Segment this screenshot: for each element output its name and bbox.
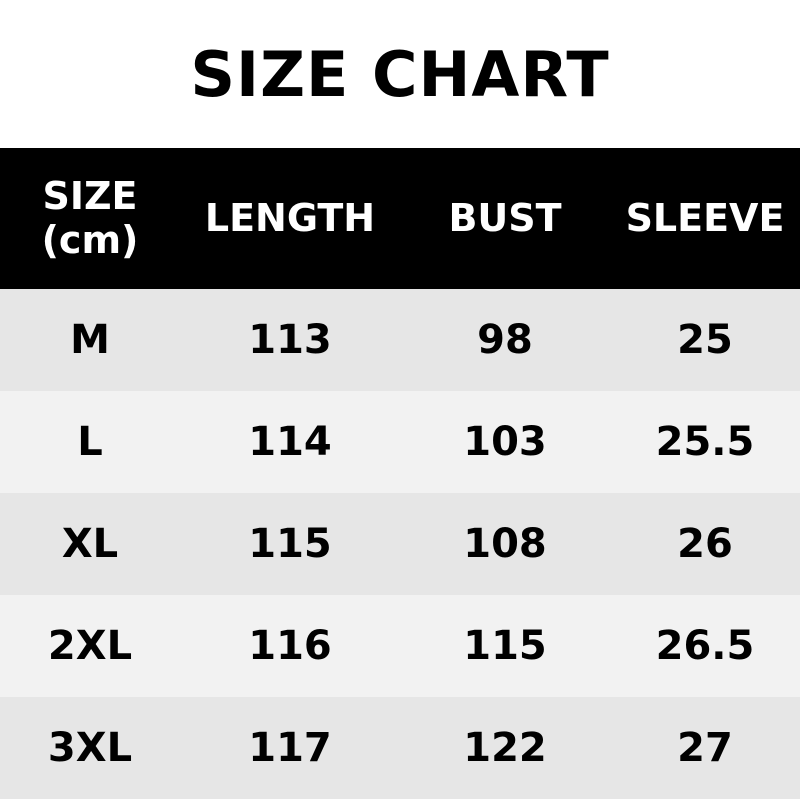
cell-bust: 103: [463, 419, 547, 465]
header-length: LENGTH: [204, 195, 376, 240]
cell-bust: 122: [463, 725, 547, 771]
cell-length: 115: [248, 521, 332, 567]
cell-length: 117: [248, 725, 332, 771]
header-size-label: SIZE: [42, 173, 138, 218]
page-title: SIZE CHART: [190, 37, 610, 111]
table-row: L 114 103 25.5: [0, 391, 800, 493]
cell-size: M: [70, 317, 110, 363]
table-row: 2XL 116 115 26.5: [0, 595, 800, 697]
cell-size: 2XL: [47, 623, 133, 669]
cell-size: XL: [61, 521, 119, 567]
cell-sleeve: 25.5: [655, 419, 755, 465]
cell-size: L: [77, 419, 103, 465]
cell-sleeve: 25: [677, 317, 733, 363]
cell-size: 3XL: [47, 725, 133, 771]
table-row: 3XL 117 122 27: [0, 697, 800, 799]
cell-bust: 108: [463, 521, 547, 567]
cell-sleeve: 26: [677, 521, 733, 567]
table-row: XL 115 108 26: [0, 493, 800, 595]
table-row: M 113 98 25: [0, 289, 800, 391]
cell-bust: 98: [477, 317, 533, 363]
header-sleeve: SLEEVE: [625, 195, 785, 240]
header-bust: BUST: [448, 195, 562, 240]
header-size: SIZE (cm): [0, 173, 180, 262]
cell-length: 113: [248, 317, 332, 363]
cell-sleeve: 26.5: [655, 623, 755, 669]
cell-sleeve: 27: [677, 725, 733, 771]
cell-bust: 115: [463, 623, 547, 669]
size-table: SIZE (cm) LENGTH BUST SLEEVE M 113 98 25 L 114…: [0, 148, 800, 799]
cell-length: 116: [248, 623, 332, 669]
table-header: SIZE (cm) LENGTH BUST SLEEVE: [0, 148, 800, 289]
cell-length: 114: [248, 419, 332, 465]
header-unit-label: (cm): [41, 217, 139, 262]
